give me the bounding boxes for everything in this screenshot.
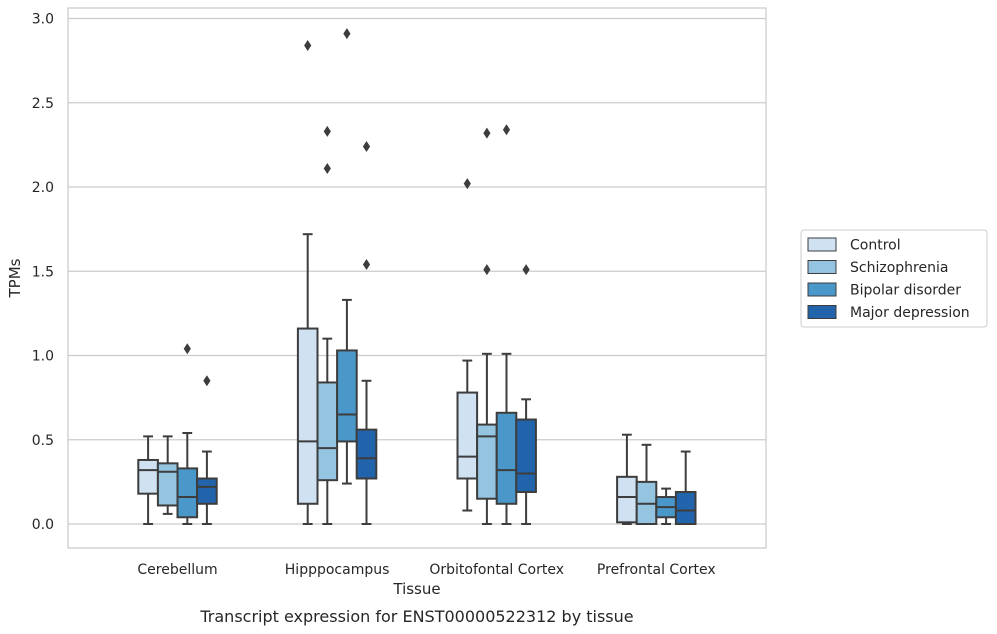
box-control (296, 39, 319, 525)
box-major-depression (674, 450, 697, 525)
box-bipolar-disorder (336, 28, 358, 485)
y-tick-label: 1.0 (32, 349, 54, 365)
box-iqr (296, 327, 319, 505)
box-bipolar-disorder (495, 124, 518, 525)
outlier-point (483, 264, 491, 276)
box-iqr (456, 391, 479, 480)
x-tick-label: Prefrontal Cortex (597, 562, 716, 578)
box-iqr (176, 467, 199, 519)
box-schizophrenia (476, 127, 498, 525)
box-iqr (616, 475, 638, 524)
x-tick-label: Hipppocampus (285, 562, 390, 578)
outlier-point (483, 127, 491, 139)
x-tick-label: Orbitofontal Cortex (429, 562, 564, 578)
box-bipolar-disorder (655, 487, 677, 525)
y-axis-ticks: 0.0 0.5 1.0 1.5 2.0 2.5 3.0 (32, 12, 54, 534)
box-iqr (196, 477, 218, 505)
box-schizophrenia (156, 435, 179, 515)
box-iqr (336, 349, 358, 443)
outlier-point (323, 162, 331, 174)
box-control (137, 435, 159, 525)
legend-entry: Major depression (850, 305, 970, 321)
outlier-point (343, 28, 351, 40)
y-axis-label: TPMs (6, 258, 24, 298)
outlier-point (323, 125, 331, 137)
legend: Control Schizophrenia Bipolar disorder Majo… (800, 229, 988, 328)
box-iqr (355, 428, 378, 480)
x-axis-label: Tissue (392, 580, 440, 598)
y-tick-label: 1.5 (32, 264, 54, 280)
legend-entry: Control (850, 238, 901, 254)
x-axis-ticks: Cerebellum Hipppocampus Orbitofontal Corte… (137, 562, 715, 578)
box-bipolar-disorder (176, 343, 199, 525)
box-control (616, 433, 638, 525)
box-major-depression (355, 141, 378, 525)
x-tick-label: Cerebellum (137, 562, 217, 578)
y-tick-label: 0.5 (32, 433, 54, 449)
box-schizophrenia (635, 443, 658, 525)
legend-swatch (807, 305, 837, 319)
outlier-point (203, 375, 211, 387)
gridlines (68, 17, 766, 525)
outlier-point (502, 124, 511, 136)
outlier-point (362, 141, 371, 153)
outlier-point (522, 264, 530, 276)
box-major-depression (515, 264, 537, 525)
box-control (456, 178, 479, 512)
y-tick-label: 0.0 (32, 517, 54, 533)
y-tick-label: 2.5 (32, 96, 54, 112)
box-major-depression (196, 375, 218, 525)
legend-entry: Schizophrenia (850, 260, 948, 276)
box-iqr (316, 381, 339, 482)
y-tick-label: 3.0 (32, 12, 54, 28)
plot-frame (67, 7, 767, 549)
legend-swatch (807, 282, 837, 297)
y-tick-label: 2.0 (32, 180, 54, 196)
legend-swatch (807, 260, 837, 274)
box-iqr (137, 458, 159, 495)
legend-swatch (807, 237, 837, 252)
outlier-point (183, 343, 191, 355)
outlier-point (463, 178, 471, 190)
boxes (137, 28, 697, 525)
box-iqr (674, 490, 697, 525)
legend-entry: Bipolar disorder (850, 283, 961, 299)
chart-caption: Transcript expression for ENST0000052231… (199, 607, 633, 626)
box-iqr (515, 418, 537, 493)
outlier-point (362, 259, 371, 271)
box-iqr (156, 462, 179, 507)
box-iqr (495, 411, 518, 505)
outlier-point (304, 39, 312, 51)
box-schizophrenia (316, 125, 339, 525)
legend-frame (800, 229, 988, 328)
